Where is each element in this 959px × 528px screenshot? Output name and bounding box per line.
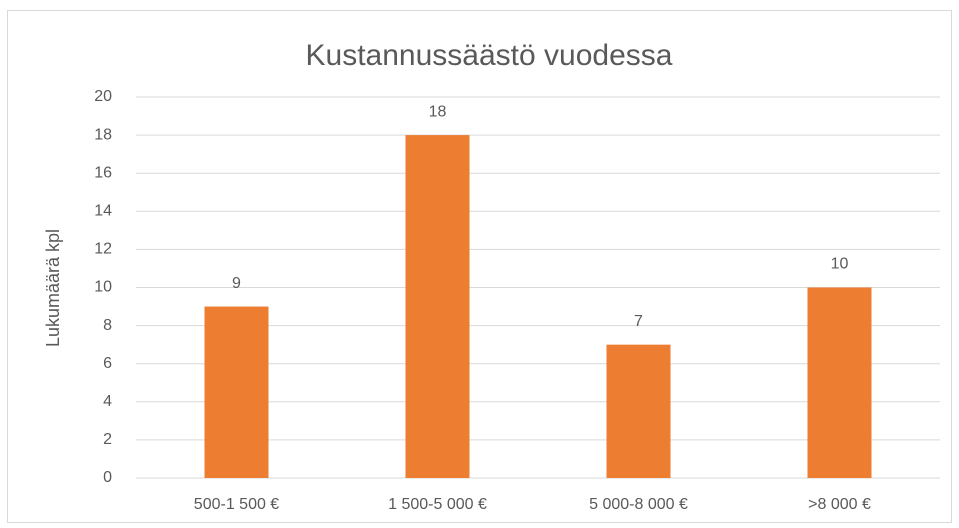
bar [204,306,269,478]
y-tick-label: 10 [94,279,112,296]
y-tick-label: 16 [94,164,112,181]
data-label: 18 [429,103,447,120]
data-label: 7 [634,313,643,330]
y-tick-label: 14 [94,203,112,220]
chart-title: Kustannussäästö vuodessa [306,39,673,72]
x-tick-label: 5 000-8 000 € [589,496,688,513]
bar [807,287,872,478]
data-label: 10 [831,256,849,273]
y-tick-label: 0 [103,469,112,486]
y-tick-label: 2 [103,431,112,448]
bar [606,344,671,478]
x-tick-label: >8 000 € [808,496,871,513]
y-tick-label: 18 [94,126,112,143]
y-tick-label: 8 [103,317,112,334]
chart-border [7,10,952,523]
data-label: 9 [232,275,241,292]
y-axis-label: Lukumäärä kpl [43,229,63,347]
y-tick-label: 12 [94,241,112,258]
y-tick-label: 4 [103,393,112,410]
bar [405,135,470,478]
x-tick-label: 1 500-5 000 € [388,496,487,513]
x-tick-label: 500-1 500 € [194,496,280,513]
y-tick-label: 6 [103,355,112,372]
y-tick-label: 20 [94,88,112,105]
